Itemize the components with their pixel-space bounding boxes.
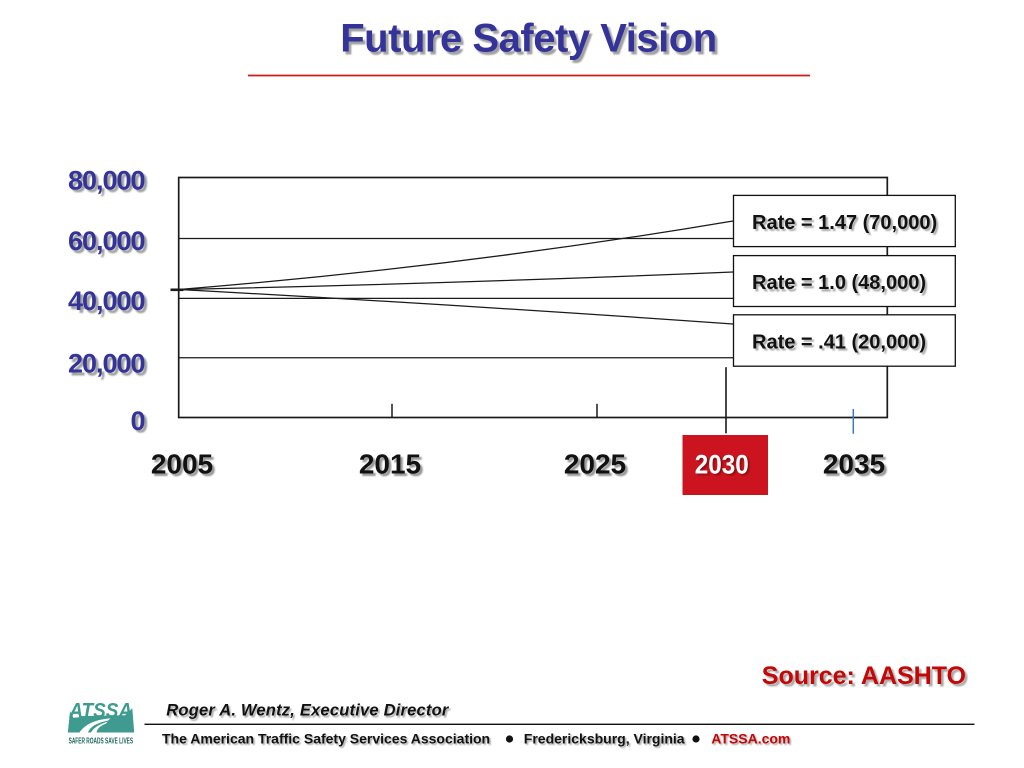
svg-text:2015: 2015 xyxy=(361,451,423,482)
svg-text:Fredericksburg, Virginia: Fredericksburg, Virginia xyxy=(524,731,685,747)
svg-text:Fredericksburg, Virginia: Fredericksburg, Virginia xyxy=(525,732,686,748)
svg-text:SAFER ROADS SAVE LIVES: SAFER ROADS SAVE LIVES xyxy=(69,735,134,745)
svg-text:Rate = 1.47 (70,000): Rate = 1.47 (70,000) xyxy=(752,212,937,234)
svg-text:20,000: 20,000 xyxy=(68,349,146,379)
svg-text:ATSSA: ATSSA xyxy=(68,700,132,723)
svg-text:Rate = 1.47 (70,000): Rate = 1.47 (70,000) xyxy=(754,214,939,236)
svg-text:2015: 2015 xyxy=(359,449,421,480)
svg-text:80,000: 80,000 xyxy=(68,165,146,195)
svg-text:2025: 2025 xyxy=(564,449,626,480)
svg-text:0: 0 xyxy=(133,409,148,439)
svg-text:Roger A. Wentz, Executive Dire: Roger A. Wentz, Executive Director xyxy=(166,702,450,720)
svg-text:60,000: 60,000 xyxy=(71,229,149,259)
svg-text:2025: 2025 xyxy=(566,451,628,482)
svg-text:The American Traffic Safety Se: The American Traffic Safety Services Ass… xyxy=(164,732,492,748)
svg-text:80,000: 80,000 xyxy=(71,168,149,198)
svg-text:2005: 2005 xyxy=(151,449,213,480)
svg-text:40,000: 40,000 xyxy=(68,286,146,316)
svg-text:Rate = 1.0 (48,000): Rate = 1.0 (48,000) xyxy=(752,272,926,294)
svg-text:Future Safety Vision: Future Safety Vision xyxy=(340,17,717,61)
svg-text:Rate = .41 (20,000): Rate = .41 (20,000) xyxy=(754,334,928,356)
svg-text:Source: AASHTO: Source: AASHTO xyxy=(764,665,968,693)
svg-text:2030: 2030 xyxy=(697,451,751,481)
svg-text:2030: 2030 xyxy=(695,449,749,479)
svg-text:2035: 2035 xyxy=(823,449,885,480)
svg-text:2035: 2035 xyxy=(825,451,887,482)
svg-text:ATSSA.com: ATSSA.com xyxy=(713,732,792,748)
svg-text:40,000: 40,000 xyxy=(71,289,149,319)
svg-text:2005: 2005 xyxy=(153,451,215,482)
svg-text:60,000: 60,000 xyxy=(68,226,146,256)
svg-text:ATSSA.com: ATSSA.com xyxy=(711,731,790,747)
svg-text:Rate = .41 (20,000): Rate = .41 (20,000) xyxy=(752,331,926,353)
svg-text:The American Traffic Safety Se: The American Traffic Safety Services Ass… xyxy=(162,731,490,747)
svg-text:Roger A. Wentz, Executive Dire: Roger A. Wentz, Executive Director xyxy=(168,703,452,721)
svg-text:Source: AASHTO: Source: AASHTO xyxy=(762,662,966,690)
svg-text:Rate = 1.0 (48,000): Rate = 1.0 (48,000) xyxy=(754,274,928,296)
svg-text:Future Safety Vision: Future Safety Vision xyxy=(343,19,720,63)
svg-text:0: 0 xyxy=(130,406,145,436)
svg-text:20,000: 20,000 xyxy=(71,352,149,382)
